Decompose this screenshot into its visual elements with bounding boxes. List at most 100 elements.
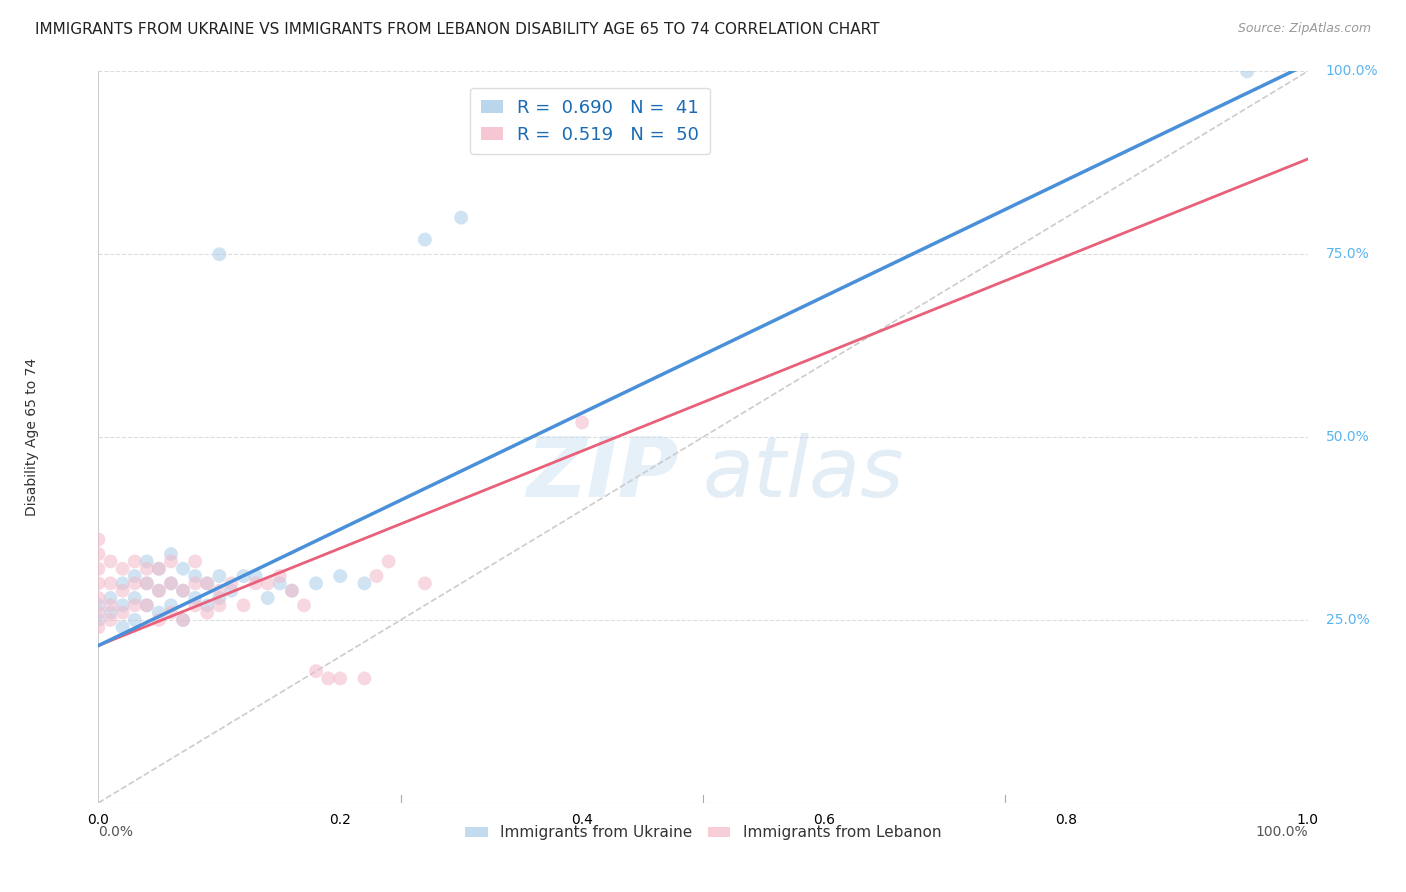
- Point: [124, 569, 146, 583]
- Point: [245, 569, 267, 583]
- Point: [221, 583, 243, 598]
- Point: [208, 569, 231, 583]
- Point: [100, 606, 122, 620]
- Point: [172, 562, 194, 576]
- Text: atlas: atlas: [703, 434, 904, 514]
- Point: [148, 562, 170, 576]
- Point: [281, 583, 304, 598]
- Point: [124, 613, 146, 627]
- Point: [100, 554, 122, 568]
- Point: [195, 576, 218, 591]
- Point: [160, 576, 183, 591]
- Point: [172, 583, 194, 598]
- Point: [111, 606, 134, 620]
- Point: [195, 606, 218, 620]
- Point: [135, 599, 157, 613]
- Point: [316, 672, 339, 686]
- Point: [184, 576, 207, 591]
- Point: [100, 576, 122, 591]
- Point: [413, 576, 436, 591]
- Point: [160, 606, 183, 620]
- Text: Disability Age 65 to 74: Disability Age 65 to 74: [25, 358, 39, 516]
- Point: [100, 591, 122, 605]
- Point: [232, 569, 254, 583]
- Point: [281, 583, 304, 598]
- Point: [124, 554, 146, 568]
- Point: [292, 599, 315, 613]
- Point: [256, 591, 278, 605]
- Point: [100, 613, 122, 627]
- Point: [184, 569, 207, 583]
- Point: [172, 613, 194, 627]
- Point: [124, 591, 146, 605]
- Point: [184, 591, 207, 605]
- Point: [195, 599, 218, 613]
- Point: [353, 576, 375, 591]
- Point: [208, 583, 231, 598]
- Point: [208, 247, 231, 261]
- Point: [269, 576, 291, 591]
- Point: [366, 569, 388, 583]
- Point: [135, 562, 157, 576]
- Point: [87, 533, 110, 547]
- Point: [111, 562, 134, 576]
- Legend: Immigrants from Ukraine, Immigrants from Lebanon: Immigrants from Ukraine, Immigrants from…: [458, 819, 948, 847]
- Point: [87, 562, 110, 576]
- Point: [148, 613, 170, 627]
- Point: [135, 599, 157, 613]
- Point: [160, 547, 183, 561]
- Point: [148, 583, 170, 598]
- Point: [195, 576, 218, 591]
- Point: [256, 576, 278, 591]
- Point: [377, 554, 399, 568]
- Point: [329, 569, 352, 583]
- Point: [245, 576, 267, 591]
- Point: [232, 599, 254, 613]
- Point: [87, 591, 110, 605]
- Point: [111, 583, 134, 598]
- Point: [135, 554, 157, 568]
- Point: [208, 599, 231, 613]
- Point: [305, 576, 328, 591]
- Point: [87, 547, 110, 561]
- Point: [450, 211, 472, 225]
- Point: [87, 576, 110, 591]
- Point: [87, 620, 110, 634]
- Point: [184, 599, 207, 613]
- Text: 25.0%: 25.0%: [1326, 613, 1369, 627]
- Point: [124, 576, 146, 591]
- Point: [148, 583, 170, 598]
- Point: [100, 599, 122, 613]
- Point: [571, 416, 593, 430]
- Point: [111, 620, 134, 634]
- Point: [221, 576, 243, 591]
- Text: ZIP: ZIP: [526, 434, 679, 514]
- Point: [184, 554, 207, 568]
- Point: [148, 562, 170, 576]
- Point: [413, 233, 436, 247]
- Point: [87, 606, 110, 620]
- Point: [160, 599, 183, 613]
- Point: [160, 554, 183, 568]
- Text: 0.0%: 0.0%: [98, 825, 134, 838]
- Point: [172, 583, 194, 598]
- Text: Source: ZipAtlas.com: Source: ZipAtlas.com: [1237, 22, 1371, 36]
- Point: [172, 613, 194, 627]
- Point: [135, 576, 157, 591]
- Text: 100.0%: 100.0%: [1326, 64, 1378, 78]
- Point: [329, 672, 352, 686]
- Text: 50.0%: 50.0%: [1326, 430, 1369, 444]
- Point: [160, 576, 183, 591]
- Point: [111, 599, 134, 613]
- Point: [124, 599, 146, 613]
- Text: IMMIGRANTS FROM UKRAINE VS IMMIGRANTS FROM LEBANON DISABILITY AGE 65 TO 74 CORRE: IMMIGRANTS FROM UKRAINE VS IMMIGRANTS FR…: [35, 22, 880, 37]
- Text: 75.0%: 75.0%: [1326, 247, 1369, 261]
- Point: [353, 672, 375, 686]
- Text: 100.0%: 100.0%: [1256, 825, 1308, 838]
- Point: [111, 576, 134, 591]
- Point: [148, 606, 170, 620]
- Point: [305, 664, 328, 678]
- Point: [135, 576, 157, 591]
- Point: [1236, 64, 1258, 78]
- Point: [269, 569, 291, 583]
